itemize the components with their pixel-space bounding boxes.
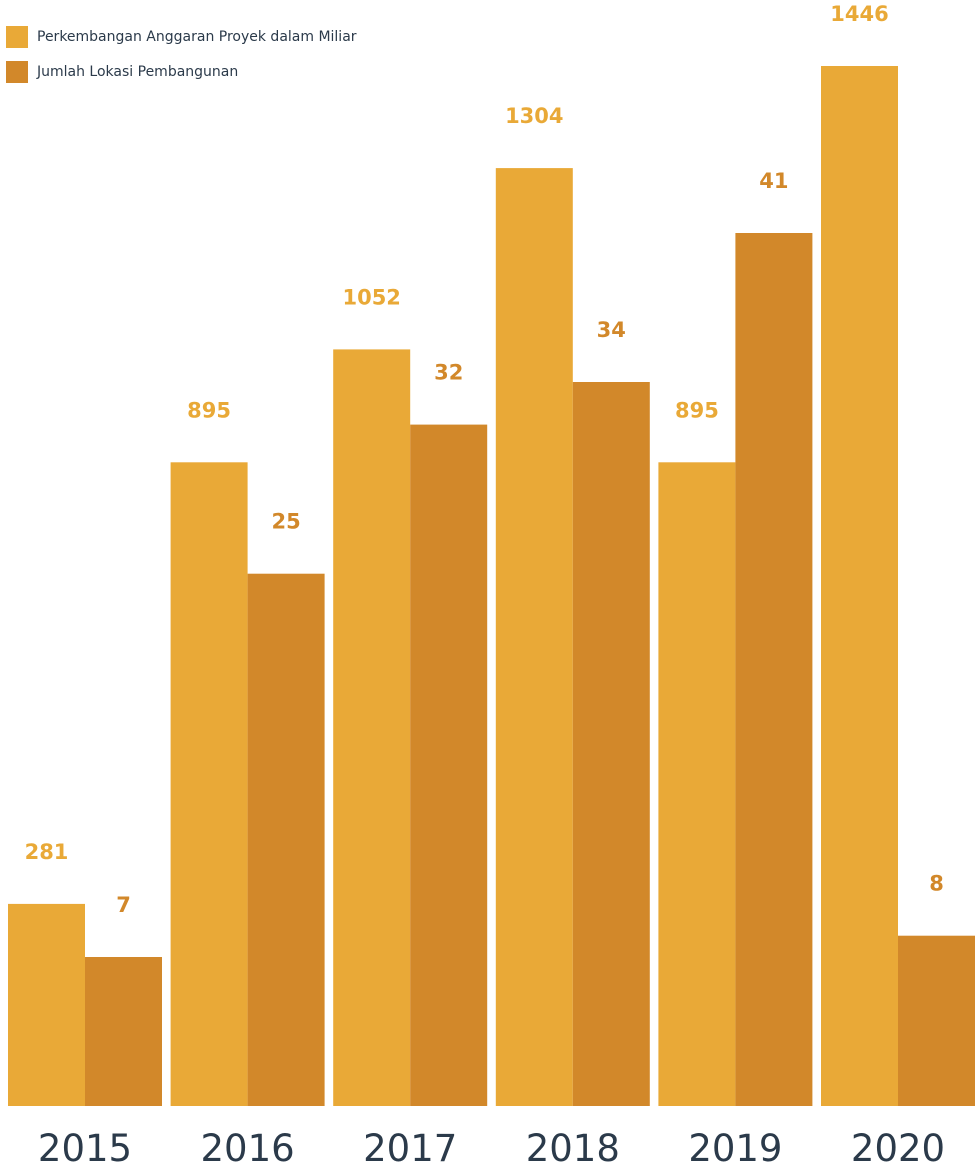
value-label-anggaran-2015: 281 (25, 840, 69, 864)
value-label-lokasi-2015: 7 (116, 893, 131, 917)
value-label-anggaran-2018: 1304 (505, 104, 563, 128)
x-tick-label-2017: 2017 (363, 1127, 457, 1164)
value-label-anggaran-2016: 895 (187, 398, 231, 422)
x-tick-label-2020: 2020 (851, 1127, 945, 1164)
value-label-lokasi-2020: 8 (929, 872, 944, 896)
bar-anggaran-2020 (821, 66, 898, 1106)
bar-anggaran-2016 (170, 462, 248, 1106)
value-label-anggaran-2019: 895 (675, 398, 719, 422)
bar-lokasi-2015 (85, 957, 162, 1106)
bar-anggaran-2015 (8, 903, 85, 1106)
legend-item-anggaran: Perkembangan Anggaran Proyek dalam Milia… (6, 26, 357, 48)
value-label-anggaran-2020: 1446 (830, 2, 888, 26)
bar-lokasi-2016 (247, 573, 325, 1106)
legend-label-lokasi: Jumlah Lokasi Pembangunan (37, 64, 239, 80)
x-tick-label-2018: 2018 (526, 1127, 620, 1164)
legend: Perkembangan Anggaran Proyek dalam Milia… (6, 26, 357, 96)
legend-swatch-anggaran (6, 26, 28, 48)
bar-lokasi-2018 (572, 382, 650, 1106)
legend-item-lokasi: Jumlah Lokasi Pembangunan (6, 61, 357, 83)
bar-lokasi-2020 (898, 935, 975, 1106)
value-label-lokasi-2016: 25 (271, 510, 300, 534)
value-label-lokasi-2018: 34 (597, 318, 626, 342)
bar-anggaran-2017 (333, 349, 411, 1106)
bar-lokasi-2019 (735, 233, 813, 1106)
x-tick-label-2019: 2019 (688, 1127, 782, 1164)
value-label-lokasi-2017: 32 (434, 361, 463, 385)
value-label-anggaran-2017: 1052 (342, 285, 400, 309)
x-tick-label-2016: 2016 (201, 1127, 295, 1164)
bar-lokasi-2017 (410, 424, 488, 1107)
value-label-lokasi-2019: 41 (759, 169, 788, 193)
legend-swatch-lokasi (6, 61, 28, 83)
x-tick-label-2015: 2015 (38, 1127, 132, 1164)
bar-anggaran-2019 (658, 462, 736, 1106)
legend-label-anggaran: Perkembangan Anggaran Proyek dalam Milia… (37, 29, 357, 45)
bar-anggaran-2018 (495, 168, 573, 1107)
